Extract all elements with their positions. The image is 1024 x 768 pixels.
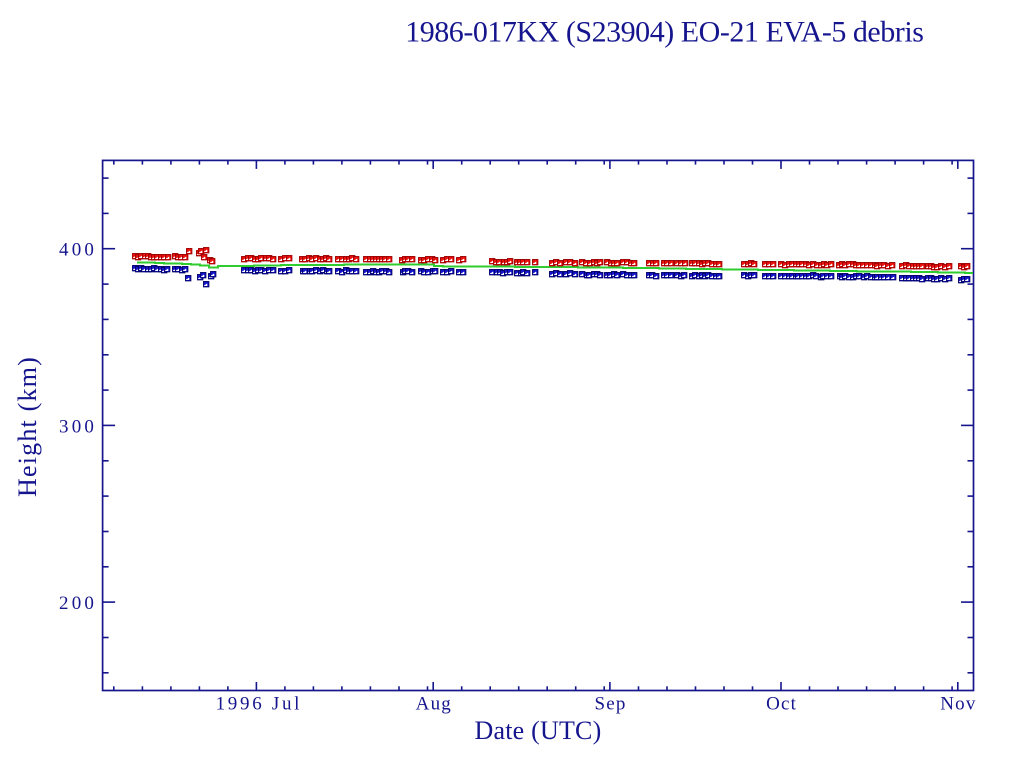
svg-text:Date (UTC): Date (UTC) — [475, 716, 602, 745]
svg-text:1996 Jul: 1996 Jul — [216, 694, 303, 715]
svg-text:300: 300 — [59, 416, 97, 437]
svg-text:1986-017KX (S23904) EO-21 EVA-: 1986-017KX (S23904) EO-21 EVA-5 debris — [405, 16, 923, 49]
svg-text:Height (km): Height (km) — [13, 356, 42, 497]
svg-text:Aug: Aug — [416, 694, 452, 715]
svg-text:Oct: Oct — [766, 694, 797, 715]
svg-text:400: 400 — [59, 240, 97, 261]
svg-text:Sep: Sep — [594, 694, 626, 715]
svg-text:200: 200 — [59, 593, 97, 614]
svg-text:Nov: Nov — [940, 694, 976, 715]
